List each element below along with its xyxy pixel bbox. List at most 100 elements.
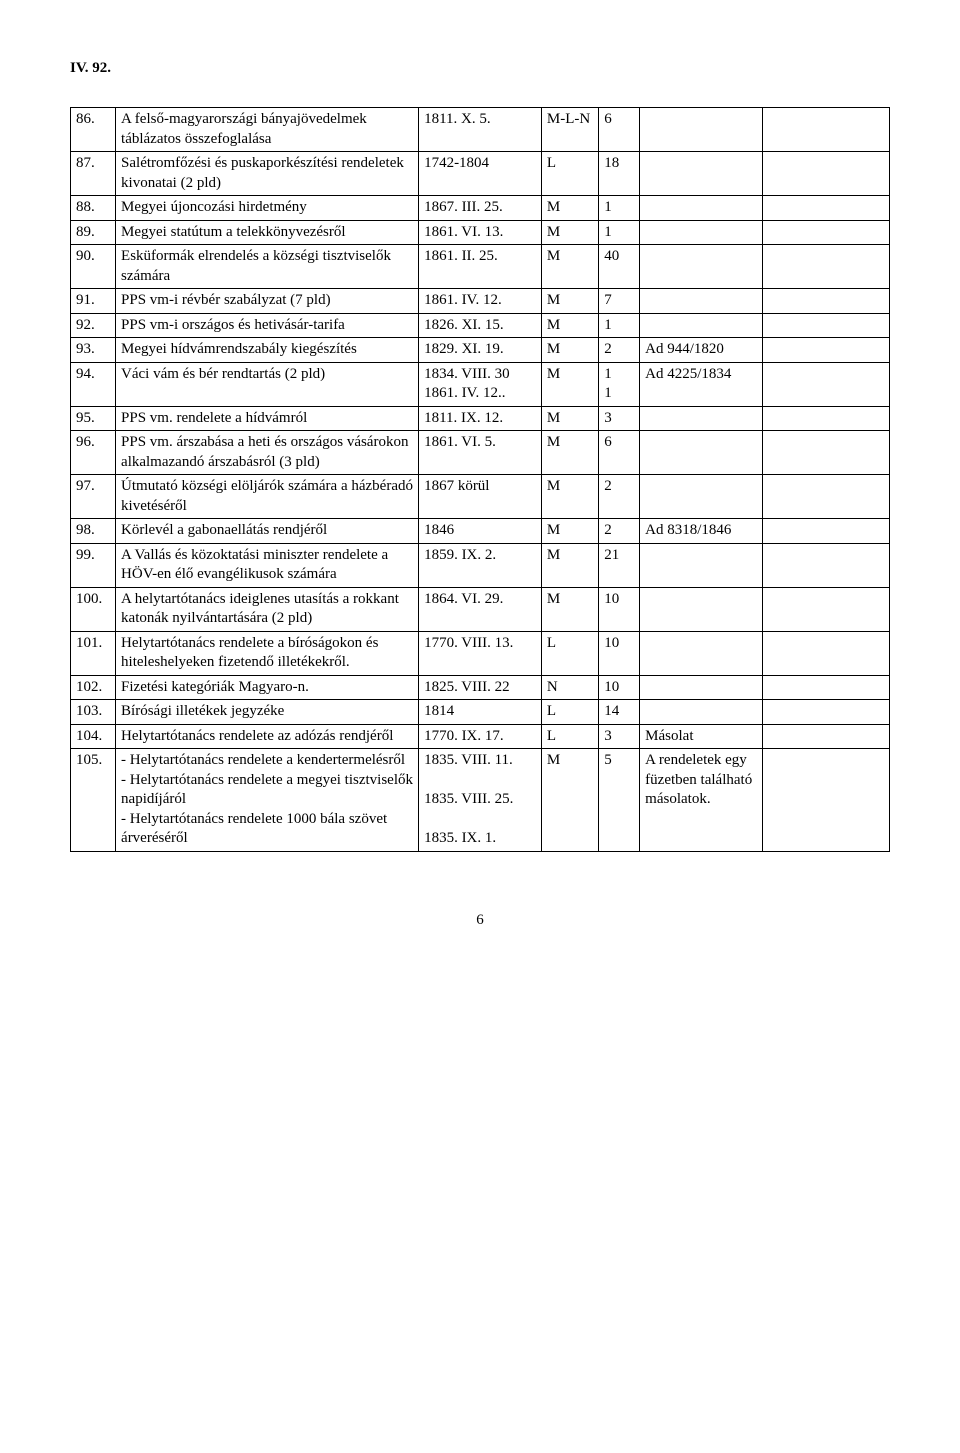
cell-num: 100. [71,587,116,631]
table-row: 87.Salétromfőzési és puskaporkészítési r… [71,152,890,196]
table-row: 102.Fizetési kategóriák Magyaro-n.1825. … [71,675,890,700]
cell-num: 105. [71,749,116,852]
cell-ext [763,749,890,852]
cell-note [640,587,763,631]
cell-desc: Fizetési kategóriák Magyaro-n. [116,675,419,700]
cell-ext [763,313,890,338]
table-row: 95.PPS vm. rendelete a hídvámról1811. IX… [71,406,890,431]
section-heading: IV. 92. [70,60,890,77]
cell-ext [763,431,890,475]
cell-desc: - Helytartótanács rendelete a kenderterm… [116,749,419,852]
table-row: 89.Megyei statútum a telekkönyvezésről18… [71,220,890,245]
cell-num: 98. [71,519,116,544]
cell-typ: M [541,431,598,475]
cell-num: 95. [71,406,116,431]
cell-desc: Megyei statútum a telekkönyvezésről [116,220,419,245]
cell-typ: N [541,675,598,700]
cell-typ: M [541,406,598,431]
cell-typ: M [541,749,598,852]
cell-pg: 1 [599,313,640,338]
cell-date: 1770. IX. 17. [419,724,542,749]
cell-ext [763,108,890,152]
cell-desc: PPS vm. rendelete a hídvámról [116,406,419,431]
cell-num: 93. [71,338,116,363]
cell-note [640,220,763,245]
cell-date: 1814 [419,700,542,725]
cell-num: 104. [71,724,116,749]
cell-pg: 6 [599,431,640,475]
cell-pg: 6 [599,108,640,152]
cell-typ: M [541,245,598,289]
cell-num: 101. [71,631,116,675]
cell-num: 91. [71,289,116,314]
cell-note [640,700,763,725]
table-row: 86.A felső-magyarországi bányajövedelmek… [71,108,890,152]
cell-note: Ad 944/1820 [640,338,763,363]
cell-note [640,406,763,431]
cell-pg: 10 [599,631,640,675]
cell-ext [763,724,890,749]
cell-pg: 10 [599,675,640,700]
cell-ext [763,587,890,631]
table-row: 105.- Helytartótanács rendelete a kender… [71,749,890,852]
cell-date: 1825. VIII. 22 [419,675,542,700]
cell-desc: PPS vm. árszabása a heti és országos vás… [116,431,419,475]
cell-pg: 3 [599,406,640,431]
cell-ext [763,152,890,196]
cell-typ: M [541,543,598,587]
cell-typ: M [541,338,598,363]
cell-desc: Útmutató községi elöljárók számára a ház… [116,475,419,519]
cell-pg: 1 [599,220,640,245]
cell-pg: 11 [599,362,640,406]
cell-desc: A Vallás és közoktatási miniszter rendel… [116,543,419,587]
cell-note [640,631,763,675]
cell-note [640,431,763,475]
cell-note [640,675,763,700]
cell-pg: 40 [599,245,640,289]
cell-typ: L [541,152,598,196]
cell-ext [763,338,890,363]
cell-desc: Körlevél a gabonaellátás rendjéről [116,519,419,544]
cell-date: 1826. XI. 15. [419,313,542,338]
table-row: 101.Helytartótanács rendelete a bíróságo… [71,631,890,675]
cell-pg: 2 [599,338,640,363]
cell-pg: 2 [599,475,640,519]
cell-ext [763,675,890,700]
cell-note [640,245,763,289]
cell-pg: 5 [599,749,640,852]
cell-pg: 3 [599,724,640,749]
cell-note [640,196,763,221]
cell-date: 1861. VI. 5. [419,431,542,475]
table-row: 92.PPS vm-i országos és hetivásár-tarifa… [71,313,890,338]
cell-num: 99. [71,543,116,587]
cell-note [640,543,763,587]
cell-date: 1861. II. 25. [419,245,542,289]
table-row: 103.Bírósági illetékek jegyzéke1814L14 [71,700,890,725]
cell-num: 96. [71,431,116,475]
cell-desc: PPS vm-i országos és hetivásár-tarifa [116,313,419,338]
cell-date: 1864. VI. 29. [419,587,542,631]
cell-num: 102. [71,675,116,700]
table-row: 104.Helytartótanács rendelete az adózás … [71,724,890,749]
cell-note [640,475,763,519]
table-row: 97.Útmutató községi elöljárók számára a … [71,475,890,519]
cell-ext [763,519,890,544]
cell-date: 1835. VIII. 11.1835. VIII. 25.1835. IX. … [419,749,542,852]
cell-typ: M [541,220,598,245]
cell-date: 1742-1804 [419,152,542,196]
cell-date: 1846 [419,519,542,544]
cell-typ: M-L-N [541,108,598,152]
cell-pg: 14 [599,700,640,725]
cell-date: 1867. III. 25. [419,196,542,221]
cell-note [640,313,763,338]
cell-typ: M [541,313,598,338]
table-row: 96.PPS vm. árszabása a heti és országos … [71,431,890,475]
cell-ext [763,475,890,519]
cell-ext [763,543,890,587]
cell-typ: M [541,519,598,544]
table-row: 90.Esküformák elrendelés a községi tiszt… [71,245,890,289]
cell-date: 1770. VIII. 13. [419,631,542,675]
cell-typ: M [541,289,598,314]
cell-num: 92. [71,313,116,338]
cell-note: A rendeletek egy füzetben található máso… [640,749,763,852]
